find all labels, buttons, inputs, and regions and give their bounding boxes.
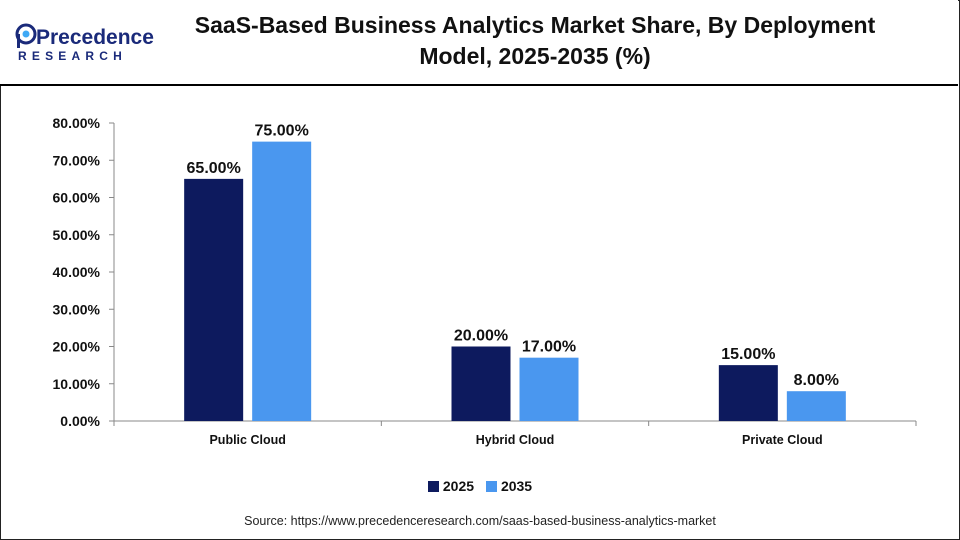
y-tick-label: 80.00% — [53, 115, 101, 131]
x-category-label: Hybrid Cloud — [476, 433, 554, 447]
y-tick-label: 0.00% — [60, 413, 100, 429]
y-tick-label: 60.00% — [53, 190, 101, 206]
data-label-2025-0: 65.00% — [187, 160, 241, 177]
header: Precedence RESEARCH SaaS-Based Business … — [0, 0, 958, 86]
x-category-label: Public Cloud — [209, 433, 285, 447]
bar-2035-2 — [786, 391, 846, 421]
bar-2035-0 — [252, 141, 312, 421]
legend-swatch-2025 — [427, 480, 439, 492]
y-tick-label: 20.00% — [53, 339, 101, 355]
legend-item-2025: 2025 — [427, 478, 475, 494]
source-note: Source: https://www.precedenceresearch.c… — [244, 514, 716, 528]
bar-2035-1 — [519, 357, 579, 421]
legend-swatch-2035 — [485, 480, 497, 492]
data-label-2035-1: 17.00% — [522, 339, 576, 356]
bar-2025-0 — [184, 178, 244, 421]
y-tick-label: 40.00% — [53, 264, 101, 280]
logo-subtext: RESEARCH — [18, 49, 127, 63]
legend-label-2025: 2025 — [442, 478, 475, 494]
legend-label-2035: 2035 — [500, 478, 533, 494]
y-tick-label: 70.00% — [53, 152, 101, 168]
y-tick-label: 30.00% — [53, 301, 101, 317]
y-tick-label: 10.00% — [53, 376, 101, 392]
legend: 2025 2035 — [0, 478, 960, 495]
precedence-research-logo: Precedence RESEARCH — [15, 23, 154, 63]
data-label-2035-0: 75.00% — [255, 123, 309, 140]
chart-title: SaaS-Based Business Analytics Market Sha… — [194, 12, 876, 69]
data-label-2035-2: 8.00% — [794, 372, 839, 389]
data-label-2025-2: 15.00% — [721, 346, 775, 363]
legend-item-2035: 2035 — [485, 478, 533, 494]
y-tick-label: 50.00% — [53, 227, 101, 243]
logo-wordmark: Precedence — [36, 26, 154, 49]
bar-2025-2 — [718, 365, 778, 421]
x-category-label: Private Cloud — [742, 433, 823, 447]
bar-2025-1 — [451, 346, 511, 421]
data-label-2025-1: 20.00% — [454, 328, 508, 345]
bar-chart: 0.00% 10.00% 20.00% 30.00% 40.00% 50.00% 60.00… — [53, 115, 917, 447]
